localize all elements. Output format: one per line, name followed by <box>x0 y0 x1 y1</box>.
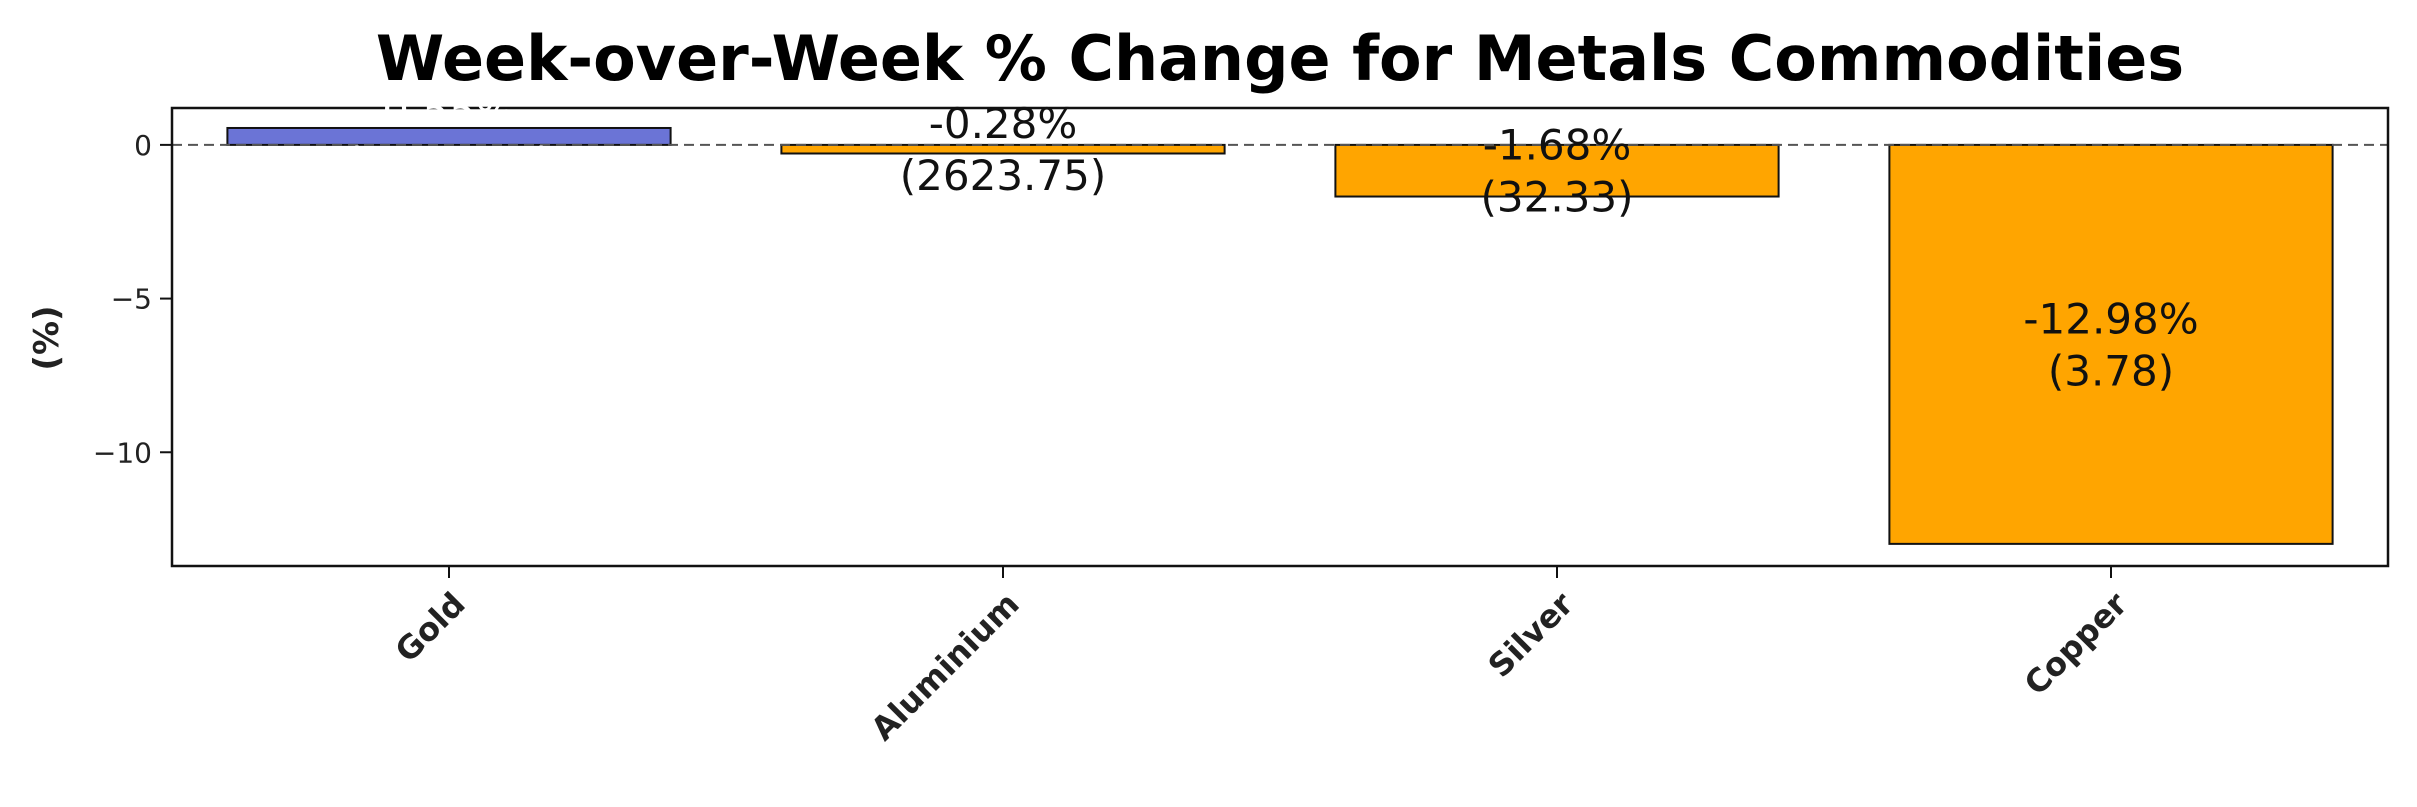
bar-label-price: (2635.50) <box>346 138 552 187</box>
bar-label-percent: -12.98% <box>2023 294 2198 343</box>
plot-area: 0 −5 −10 Gold Aluminium Silver Copper 0.55%(263… <box>93 86 2390 748</box>
bar-copper <box>1888 143 2334 545</box>
y-tick-label: 0 <box>134 129 152 162</box>
bar-aluminium <box>780 143 1226 155</box>
chart-title: Week-over-Week % Change for Metals Commo… <box>376 22 2184 95</box>
x-tick-label-copper: Copper <box>2017 585 2135 703</box>
plot-frame <box>170 106 2390 568</box>
bar-label-percent: -0.28% <box>929 99 1078 148</box>
bar-label-price: (3.78) <box>2048 346 2174 395</box>
bar-label-price: (32.33) <box>1480 173 1633 222</box>
y-tick-label: −10 <box>93 436 152 469</box>
bar-label-percent: -1.68% <box>1483 121 1632 170</box>
y-tick-label: −5 <box>111 283 152 316</box>
x-tick-label-aluminium: Aluminium <box>864 585 1027 748</box>
bar-label-price: (2623.75) <box>900 151 1106 200</box>
bar-silver <box>1334 143 1780 198</box>
y-axis-label: (%) <box>27 305 67 370</box>
x-tick-label-silver: Silver <box>1481 585 1581 685</box>
x-tick-label-gold: Gold <box>388 585 473 670</box>
bar-label-percent: 0.55% <box>382 86 515 135</box>
